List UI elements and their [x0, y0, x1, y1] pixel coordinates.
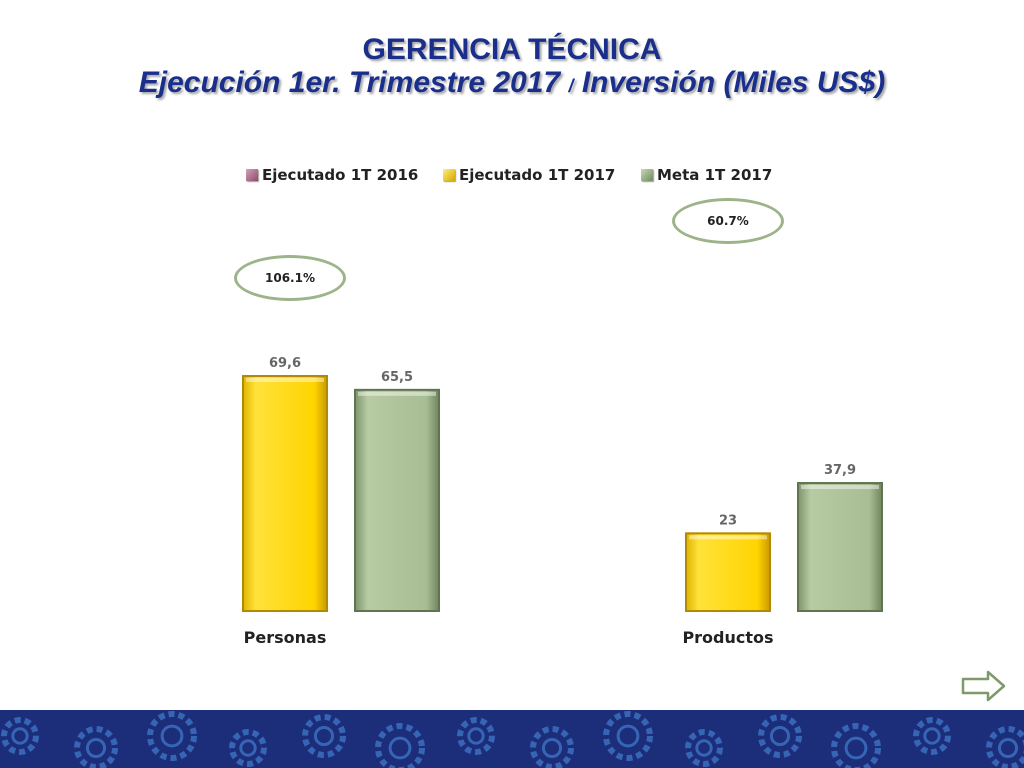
- data-label-personas-series-1: 69,6: [269, 356, 301, 371]
- gear-hub: [239, 739, 257, 757]
- bar-bevel: [689, 535, 767, 540]
- gear-icon: [457, 717, 495, 755]
- legend-label-2016: Ejecutado 1T 2016: [262, 166, 419, 184]
- legend-item-2017: Ejecutado 1T 2017: [443, 164, 615, 186]
- gear-icon: [831, 723, 881, 768]
- gear-hub: [313, 725, 335, 747]
- bar-personas-series-2: [354, 388, 440, 612]
- subtitle-part2: Inversión (Miles US$): [581, 66, 886, 99]
- next-arrow-icon[interactable]: [960, 668, 1008, 704]
- gear-icon: [229, 729, 267, 767]
- bar-bevel: [246, 378, 324, 382]
- gear-icon: [685, 729, 723, 767]
- data-label-productos-series-1: 23: [719, 513, 737, 528]
- personas-percentage-oval: 106.1%: [234, 255, 346, 301]
- gear-hub: [695, 739, 713, 757]
- productos-percentage-oval: 60.7%: [672, 198, 784, 244]
- gear-icon: [913, 717, 951, 755]
- category-label-productos: Productos: [682, 628, 773, 647]
- gear-icon: [530, 726, 574, 768]
- gear-hub: [923, 727, 941, 745]
- gear-hub: [616, 724, 640, 748]
- slide-title-block: GERENCIA TÉCNICA Ejecución 1er. Trimestr…: [0, 34, 1024, 103]
- subtitle-separator: /: [568, 76, 574, 96]
- gear-icon: [375, 723, 425, 768]
- legend-item-meta: Meta 1T 2017: [641, 164, 772, 186]
- category-label-personas: Personas: [244, 628, 327, 647]
- gear-icon: [74, 726, 118, 768]
- page-subtitle: Ejecución 1er. Trimestre 2017 / Inversió…: [0, 66, 1024, 103]
- gear-icon: [1, 717, 39, 755]
- bar-chart: 69,6 65,5 Personas 23 37,9 Productos: [242, 356, 883, 647]
- legend-swatch-meta: [641, 169, 653, 181]
- footer-gear-band: [0, 710, 1024, 768]
- gear-icon: [603, 711, 653, 761]
- data-label-productos-series-2: 37,9: [824, 463, 856, 478]
- legend-label-meta: Meta 1T 2017: [657, 166, 773, 184]
- gear-icon: [302, 714, 346, 758]
- gear-hub: [844, 736, 868, 760]
- gear-hub: [541, 737, 563, 759]
- gear-hub: [388, 736, 412, 760]
- gear-hub: [85, 737, 107, 759]
- gear-hub: [997, 737, 1019, 759]
- gear-hub: [467, 727, 485, 745]
- gear-hub: [160, 724, 184, 748]
- bar-personas-series-1: [242, 375, 328, 612]
- bar-productos-series-2: [797, 482, 883, 613]
- gear-hub: [11, 727, 29, 745]
- bar-productos-series-1: [685, 532, 771, 613]
- legend-item-2016: Ejecutado 1T 2016: [246, 164, 418, 186]
- legend-swatch-2017: [443, 169, 455, 181]
- page-title: GERENCIA TÉCNICA: [362, 33, 662, 66]
- legend-swatch-2016: [246, 169, 258, 181]
- gear-icon: [147, 711, 197, 761]
- gear-hub: [769, 725, 791, 747]
- bar-bevel: [358, 391, 436, 396]
- legend-label-2017: Ejecutado 1T 2017: [459, 166, 616, 184]
- gear-icon: [758, 714, 802, 758]
- bar-bevel: [801, 485, 879, 490]
- data-label-personas-series-2: 65,5: [381, 370, 413, 385]
- subtitle-part1: Ejecución 1er. Trimestre 2017: [138, 66, 561, 99]
